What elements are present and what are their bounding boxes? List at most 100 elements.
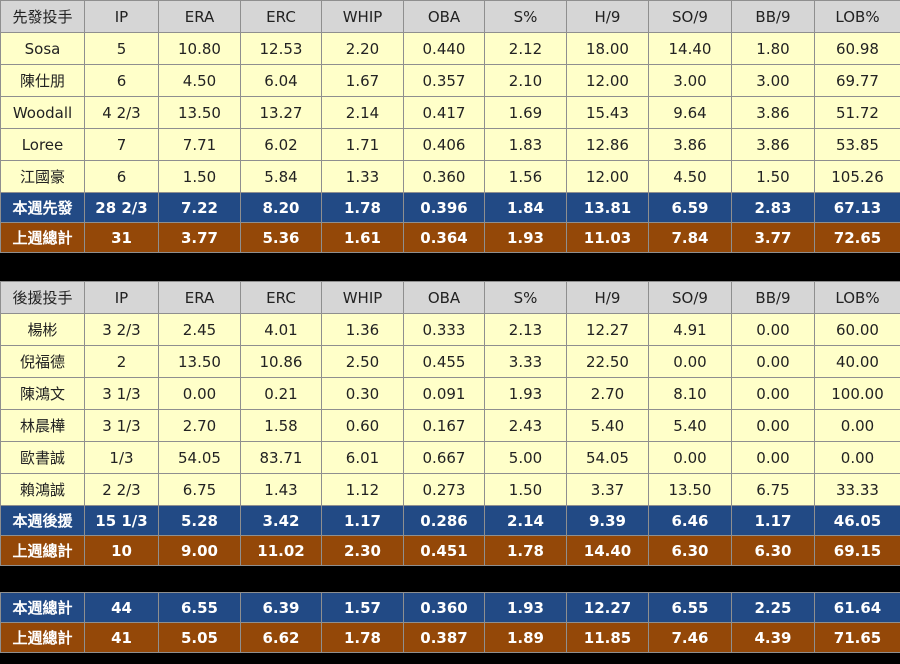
stat-cell: 0.00 bbox=[731, 313, 815, 346]
stat-cell: 7.71 bbox=[158, 128, 241, 161]
stat-cell: 1.93 bbox=[484, 377, 567, 410]
stat-cell: 0.091 bbox=[403, 377, 485, 410]
stat-cell: 1.93 bbox=[484, 592, 567, 623]
row-label: 陳鴻文 bbox=[0, 377, 85, 410]
stat-cell: 4.50 bbox=[648, 160, 732, 193]
stat-cell: 33.33 bbox=[814, 473, 900, 506]
column-header: S% bbox=[484, 0, 567, 33]
stat-cell: 5.05 bbox=[158, 622, 241, 653]
stat-cell: 13.81 bbox=[566, 192, 649, 223]
stat-cell: 0.667 bbox=[403, 441, 485, 474]
stat-cell: 54.05 bbox=[566, 441, 649, 474]
stat-cell: 1.50 bbox=[484, 473, 567, 506]
stat-cell: 1.89 bbox=[484, 622, 567, 653]
total-this-week-row: 本週總計 44 6.55 6.39 1.57 0.360 1.93 12.27 6.55 2.25… bbox=[0, 592, 900, 623]
stat-cell: 12.53 bbox=[240, 32, 322, 65]
stat-cell: 0.273 bbox=[403, 473, 485, 506]
pitcher-row: 歐書誠 1/3 54.05 83.71 6.01 0.667 5.00 54.05 0.00 0.… bbox=[0, 441, 900, 474]
stat-cell: 6.39 bbox=[240, 592, 322, 623]
column-header: IP bbox=[84, 0, 159, 33]
stat-cell: 2.70 bbox=[158, 409, 241, 442]
stat-cell: 5.84 bbox=[240, 160, 322, 193]
stat-cell: 0.286 bbox=[403, 505, 485, 536]
stat-cell: 1.78 bbox=[321, 192, 404, 223]
stat-cell: 0.455 bbox=[403, 345, 485, 378]
stat-cell: 6.02 bbox=[240, 128, 322, 161]
stat-cell: 3 1/3 bbox=[84, 377, 159, 410]
stat-cell: 41 bbox=[84, 622, 159, 653]
stat-cell: 1.50 bbox=[731, 160, 815, 193]
stat-cell: 4.91 bbox=[648, 313, 732, 346]
section-title: 後援投手 bbox=[0, 281, 85, 314]
stat-cell: 0.00 bbox=[814, 441, 900, 474]
section-separator bbox=[0, 565, 900, 593]
stat-cell: 4.50 bbox=[158, 64, 241, 97]
stat-cell: 11.03 bbox=[566, 222, 649, 253]
stat-cell: 1/3 bbox=[84, 441, 159, 474]
stat-cell: 1.69 bbox=[484, 96, 567, 129]
stat-cell: 0.396 bbox=[403, 192, 485, 223]
stat-cell: 13.50 bbox=[158, 345, 241, 378]
row-label: 歐書誠 bbox=[0, 441, 85, 474]
stat-cell: 6.55 bbox=[158, 592, 241, 623]
column-header: S% bbox=[484, 281, 567, 314]
header-row: 後援投手 IP ERA ERC WHIP OBA S% H/9 SO/9 BB/9 LOB% bbox=[0, 281, 900, 314]
stat-cell: 1.61 bbox=[321, 222, 404, 253]
stat-cell: 3 1/3 bbox=[84, 409, 159, 442]
stat-cell: 0.333 bbox=[403, 313, 485, 346]
stat-cell: 4.01 bbox=[240, 313, 322, 346]
stat-cell: 3.77 bbox=[731, 222, 815, 253]
row-label: 上週總計 bbox=[0, 222, 85, 253]
pitcher-row: 林晨樺 3 1/3 2.70 1.58 0.60 0.167 2.43 5.40 5.40 0.0… bbox=[0, 409, 900, 442]
section-title: 先發投手 bbox=[0, 0, 85, 33]
stat-cell: 0.364 bbox=[403, 222, 485, 253]
stat-cell: 61.64 bbox=[814, 592, 900, 623]
stat-cell: 2.45 bbox=[158, 313, 241, 346]
stat-cell: 2.14 bbox=[321, 96, 404, 129]
stat-cell: 6.62 bbox=[240, 622, 322, 653]
pitcher-row: 楊彬 3 2/3 2.45 4.01 1.36 0.333 2.13 12.27 4.91 0.0… bbox=[0, 313, 900, 346]
column-header: ERC bbox=[240, 0, 322, 33]
stat-cell: 9.00 bbox=[158, 535, 241, 566]
pitcher-row: 賴鴻誠 2 2/3 6.75 1.43 1.12 0.273 1.50 3.37 13.50 6.… bbox=[0, 473, 900, 506]
stat-cell: 5.28 bbox=[158, 505, 241, 536]
column-header: BB/9 bbox=[731, 281, 815, 314]
pitcher-row: Loree 7 7.71 6.02 1.71 0.406 1.83 12.86 3.86 3.86… bbox=[0, 128, 900, 161]
stat-cell: 1.43 bbox=[240, 473, 322, 506]
stat-cell: 1.58 bbox=[240, 409, 322, 442]
stat-cell: 13.27 bbox=[240, 96, 322, 129]
column-header: ERA bbox=[158, 0, 241, 33]
stat-cell: 2.25 bbox=[731, 592, 815, 623]
column-header: OBA bbox=[403, 0, 485, 33]
stat-cell: 72.65 bbox=[814, 222, 900, 253]
stat-cell: 105.26 bbox=[814, 160, 900, 193]
stat-cell: 12.86 bbox=[566, 128, 649, 161]
row-label: 江國豪 bbox=[0, 160, 85, 193]
row-label: 上週總計 bbox=[0, 622, 85, 653]
stat-cell: 2.50 bbox=[321, 345, 404, 378]
stat-cell: 31 bbox=[84, 222, 159, 253]
stat-cell: 18.00 bbox=[566, 32, 649, 65]
stat-cell: 0.00 bbox=[158, 377, 241, 410]
stat-cell: 3 2/3 bbox=[84, 313, 159, 346]
pitcher-row: Sosa 5 10.80 12.53 2.20 0.440 2.12 18.00 14.40 1.… bbox=[0, 32, 900, 65]
stat-cell: 6 bbox=[84, 160, 159, 193]
this-week-row: 本週後援 15 1/3 5.28 3.42 1.17 0.286 2.14 9.39 6.46 1… bbox=[0, 505, 900, 536]
column-header: SO/9 bbox=[648, 281, 732, 314]
stat-cell: 0.167 bbox=[403, 409, 485, 442]
stat-cell: 3.86 bbox=[648, 128, 732, 161]
row-label: 上週總計 bbox=[0, 535, 85, 566]
stat-cell: 53.85 bbox=[814, 128, 900, 161]
stat-cell: 5.40 bbox=[648, 409, 732, 442]
stat-cell: 0.387 bbox=[403, 622, 485, 653]
stat-cell: 6.04 bbox=[240, 64, 322, 97]
stat-cell: 2.83 bbox=[731, 192, 815, 223]
pitcher-row: Woodall 4 2/3 13.50 13.27 2.14 0.417 1.69 15.43… bbox=[0, 96, 900, 129]
stat-cell: 1.57 bbox=[321, 592, 404, 623]
row-label: 林晨樺 bbox=[0, 409, 85, 442]
stat-cell: 6 bbox=[84, 64, 159, 97]
stat-cell: 3.77 bbox=[158, 222, 241, 253]
stat-cell: 5.00 bbox=[484, 441, 567, 474]
stat-cell: 0.30 bbox=[321, 377, 404, 410]
